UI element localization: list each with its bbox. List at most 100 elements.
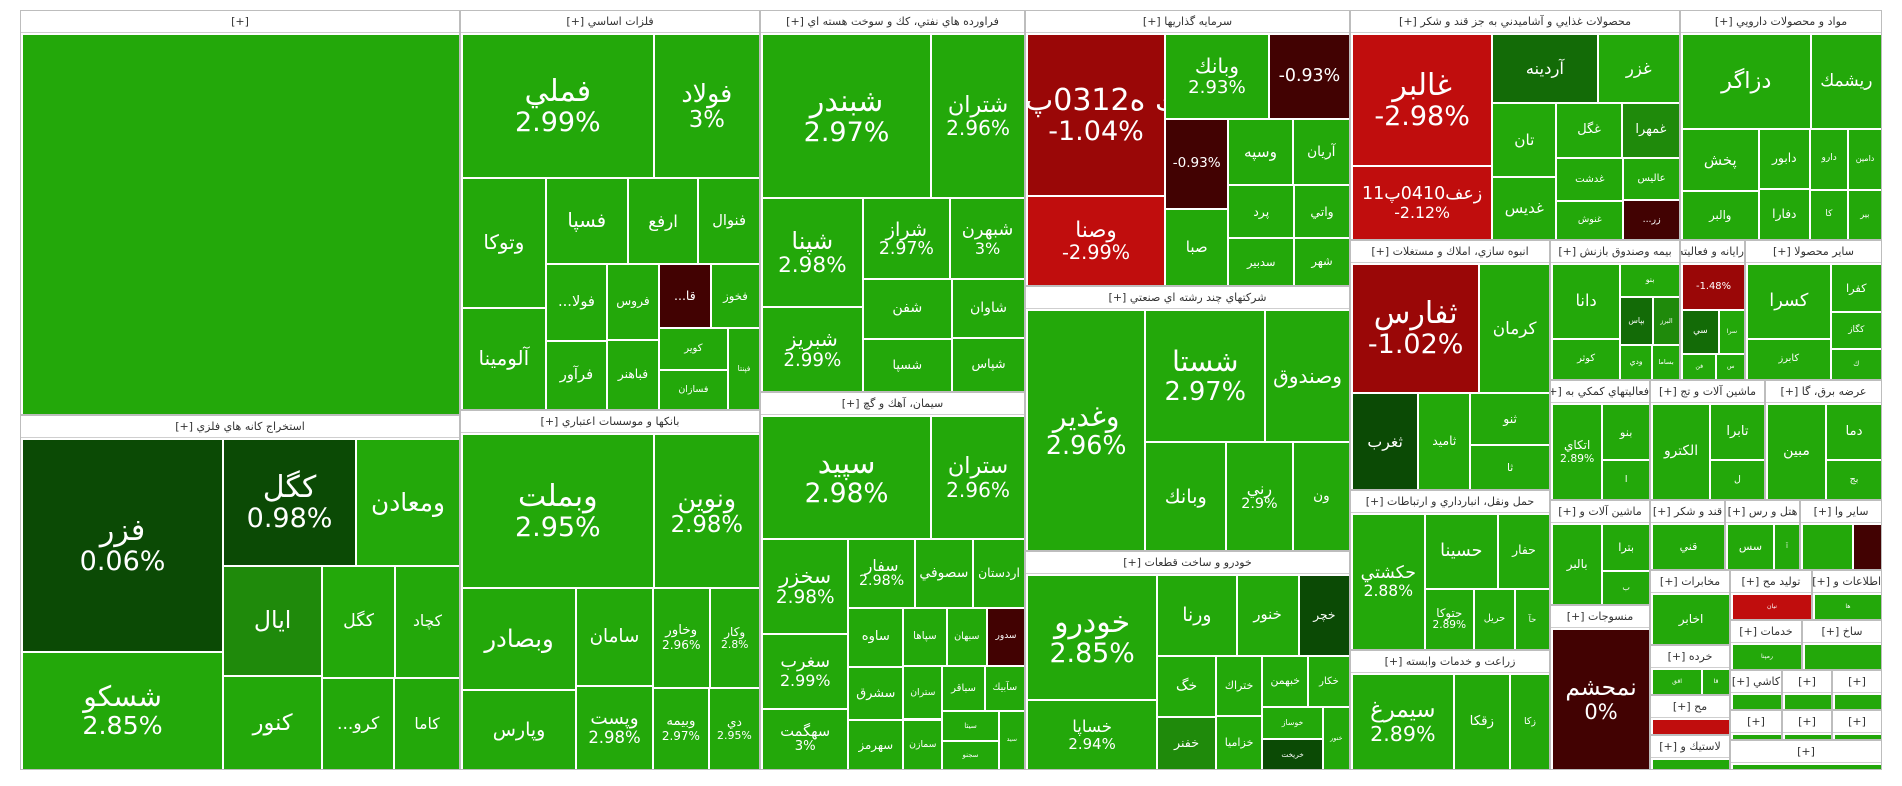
sector-header[interactable]: [+] [21,11,459,33]
stock-tile[interactable]: ساوه [848,607,904,667]
stock-tile[interactable]: فپنتا [728,327,759,409]
stock-tile[interactable]: زر... [1623,200,1679,239]
stock-tile[interactable]: قا... [658,263,712,328]
stock-tile[interactable]: اقق [1652,669,1703,694]
stock-tile[interactable]: كگل [322,565,395,679]
stock-tile[interactable]: خوساز [1262,706,1323,740]
stock-tile[interactable]: سدور [987,607,1024,667]
stock-tile[interactable]: ا [1602,460,1649,499]
sector-header[interactable]: منسوجات [+] [1551,606,1649,628]
stock-tile[interactable]: كگل 0.98% [223,439,356,566]
stock-tile[interactable]: دامين [1848,128,1881,190]
stock-tile[interactable] [1834,734,1881,739]
stock-tile[interactable]: وكار 2.8% [709,588,759,689]
stock-tile[interactable]: ورنا [1157,575,1237,656]
stock-tile[interactable]: خودرو 2.85% [1027,575,1158,701]
stock-tile[interactable]: آلومينا [462,308,546,409]
sector-header[interactable]: حمل ونقل، انبارداري و ارتباطات [+] [1351,491,1549,513]
sector-header[interactable]: [+] [1783,711,1831,733]
stock-tile[interactable] [1834,694,1881,709]
stock-tile[interactable]: سصوفي [914,539,974,608]
sector-header[interactable]: محصولات غذايي و آشاميدني به جز قند و شكر… [1351,11,1679,33]
stock-tile[interactable]: فخوز [711,263,759,328]
stock-tile[interactable] [1732,764,1881,769]
stock-tile[interactable]: ثنو [1470,392,1549,446]
stock-tile[interactable]: حتوكا 2.89% [1424,588,1475,649]
stock-tile[interactable]: كنور [223,675,323,769]
stock-tile[interactable]: كسرا [1747,264,1831,339]
stock-tile[interactable]: وپارس [462,690,577,769]
stock-tile[interactable]: وبانك [1145,442,1227,550]
stock-tile[interactable]: بنو [1620,264,1679,298]
stock-tile[interactable]: نمحشم 0% [1552,629,1649,769]
stock-tile[interactable]: دفارا [1758,188,1811,239]
stock-tile[interactable]: خريخت [1262,739,1323,769]
stock-tile[interactable]: ودي [1620,345,1653,379]
stock-tile[interactable] [1802,524,1854,569]
stock-tile[interactable]: خنور [1236,575,1299,656]
sector-header[interactable]: مواد و محصولات دارويي [+] [1681,11,1881,33]
stock-tile[interactable] [1732,734,1781,739]
stock-tile[interactable]: كرمان [1479,264,1549,393]
stock-tile[interactable]: ريشمك [1810,34,1881,129]
sector-header[interactable]: فعاليتهاي كمكي به [+] [1551,381,1649,403]
stock-tile[interactable]: فولاد 3% [653,34,759,179]
sector-header[interactable]: [+] [1783,671,1831,693]
stock-tile[interactable]: آردينه [1492,34,1598,104]
stock-tile[interactable]: رني 2.9% [1226,442,1293,550]
stock-tile[interactable]: وصندوق [1265,310,1349,443]
stock-tile[interactable]: پرد [1228,185,1295,238]
stock-tile[interactable]: سهگمت 3% [762,708,849,769]
stock-tile[interactable]: ستران 2.96% [931,416,1024,540]
stock-tile[interactable]: غنوش [1556,200,1624,239]
stock-tile[interactable]: دارو [1810,128,1849,190]
stock-tile[interactable] [1853,524,1881,569]
stock-tile[interactable]: غالبر -2.98% [1352,34,1493,167]
stock-tile[interactable]: شبهرن 3% [950,198,1024,280]
sector-header[interactable]: شركتهاي چند رشته اي صنعتي [+] [1026,287,1349,309]
sector-header[interactable]: سيمان، آهك و گچ [+] [761,393,1024,415]
stock-tile[interactable]: شفن [862,279,952,339]
stock-tile[interactable]: غديس [1492,176,1557,239]
stock-tile[interactable]: غمهرا [1621,103,1679,158]
stock-tile[interactable]: زقكا [1453,674,1511,769]
sector-header[interactable]: ساير وا [+] [1801,501,1881,523]
stock-tile[interactable]: غدشت [1556,157,1624,201]
stock-tile[interactable]: ومعادن [355,439,459,566]
stock-tile[interactable]: وبانك 2.93% [1165,34,1269,119]
sector-header[interactable]: ساير محصولا [+] [1746,241,1881,263]
stock-tile[interactable]: شراز 2.97% [862,198,951,280]
stock-tile[interactable]: سفار 2.98% [848,539,915,608]
stock-tile[interactable]: كرو... [322,678,395,769]
stock-tile[interactable]: تان [1492,103,1557,177]
stock-tile[interactable]: ارفع [627,178,699,264]
sector-header[interactable]: خدمات [+] [1731,621,1801,643]
stock-tile[interactable]: حسينا [1424,514,1498,589]
stock-tile[interactable]: كچاد [394,565,459,679]
stock-tile[interactable]: كوثر [1552,338,1621,379]
stock-tile[interactable]: شهر [1294,237,1349,285]
stock-tile[interactable]: خفنر [1157,716,1216,769]
sector-header[interactable]: [+] [1731,711,1781,733]
stock-tile[interactable]: دي 2.95% [708,688,759,769]
stock-tile[interactable]: شسپا [862,338,952,391]
stock-tile[interactable]: شتران 2.96% [931,34,1024,199]
stock-tile[interactable]: وسپه [1228,118,1293,186]
stock-tile[interactable]: فولا... [545,263,608,341]
sector-header[interactable]: ماشين آلات و تج [+] [1651,381,1764,403]
stock-tile[interactable]: نيان [1732,594,1811,619]
stock-tile[interactable]: بالبر [1552,524,1603,604]
stock-tile[interactable]: فزر 0.06% [22,439,224,652]
stock-tile[interactable]: سيمرغ 2.89% [1352,674,1454,769]
stock-tile[interactable]: فرآور [545,340,608,409]
sector-header[interactable]: عرضه برق، گا [+] [1766,381,1881,403]
stock-tile[interactable] [1732,694,1781,709]
stock-tile[interactable]: فن [1682,354,1717,379]
sector-header[interactable]: ساخ [+] [1803,621,1881,643]
stock-tile[interactable]: عاليس [1623,157,1679,201]
stock-tile[interactable]: سپاها [903,607,947,667]
stock-tile[interactable]: سس [1727,524,1774,569]
stock-tile[interactable]: شستا 2.97% [1145,310,1266,443]
stock-tile[interactable]: سباقر [942,666,985,711]
stock-tile[interactable]: سبهان [946,607,987,667]
